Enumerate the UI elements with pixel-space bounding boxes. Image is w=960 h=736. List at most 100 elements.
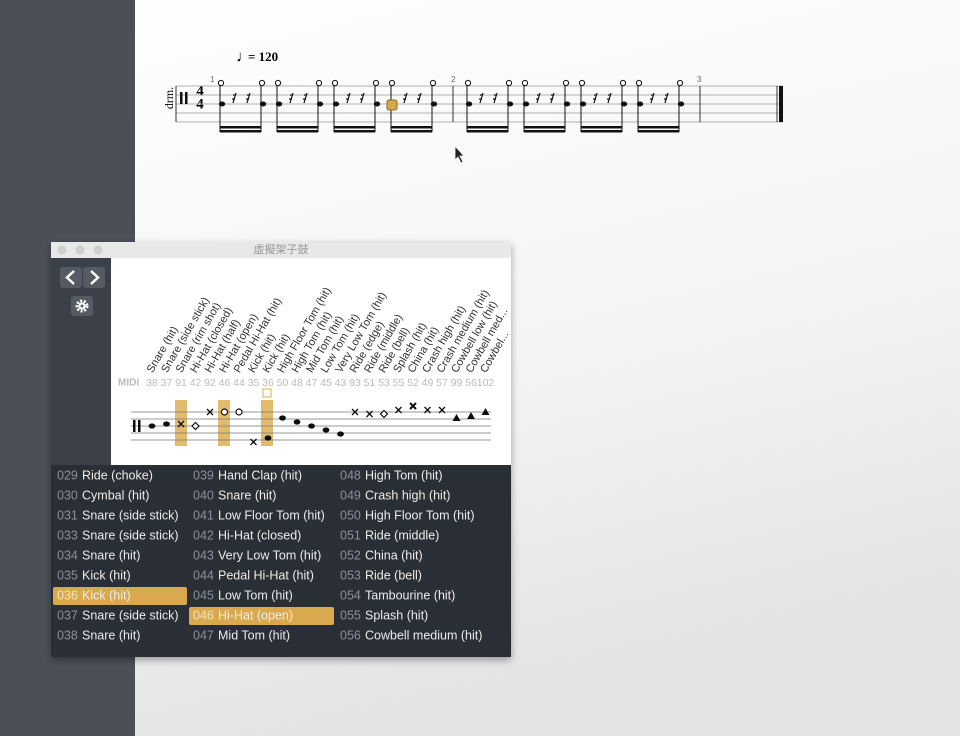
selection bbox=[386, 99, 398, 111]
sixteenth-rest bbox=[360, 92, 365, 104]
beam bbox=[220, 130, 261, 133]
score: ♩ = 120 drm. 4 4 1 2 3 bbox=[162, 49, 783, 133]
next-icon bbox=[90, 270, 100, 285]
drum-code: 053 bbox=[340, 568, 361, 582]
drum-name: Ride (bell) bbox=[365, 568, 422, 582]
beam bbox=[638, 126, 679, 129]
window-title: 虛擬架子鼓 bbox=[254, 242, 309, 256]
beam bbox=[581, 126, 622, 129]
midi-number: 99 bbox=[451, 377, 463, 389]
beam bbox=[334, 126, 375, 129]
drum-code: 039 bbox=[193, 468, 214, 482]
drum-name: High Tom (hit) bbox=[365, 468, 443, 482]
ride-note bbox=[217, 79, 225, 87]
drum-code: 052 bbox=[340, 548, 361, 562]
palette-note bbox=[467, 412, 475, 419]
mouse-cursor bbox=[454, 144, 465, 164]
ride-note bbox=[258, 79, 266, 87]
drum-list: 029 Ride (choke) 030 Cymbal (hit) 031 Snare (… bbox=[53, 468, 482, 642]
palette-note bbox=[424, 406, 431, 414]
midi-number: 50 bbox=[277, 377, 289, 389]
selected-row bbox=[53, 587, 187, 605]
note-head bbox=[677, 101, 685, 107]
beam bbox=[220, 126, 261, 129]
close-button[interactable] bbox=[57, 245, 67, 255]
midi-number: 47 bbox=[306, 377, 318, 389]
drum-code: 050 bbox=[340, 508, 361, 522]
note-head bbox=[506, 101, 514, 107]
palette-note bbox=[395, 406, 402, 414]
palette-clef bbox=[133, 420, 136, 432]
prev-icon bbox=[65, 270, 75, 285]
drum-code: 055 bbox=[340, 608, 361, 622]
ride-note bbox=[464, 79, 472, 87]
sixteenth-rest bbox=[303, 92, 308, 104]
drum-code: 043 bbox=[193, 548, 214, 562]
tempo: = 120 bbox=[248, 49, 278, 64]
quarter-note: ♩ bbox=[236, 49, 252, 66]
measure-number: 3 bbox=[697, 75, 702, 84]
sixteenth-rest bbox=[536, 92, 541, 104]
zoom-button[interactable] bbox=[93, 245, 103, 255]
palette-note bbox=[409, 402, 417, 410]
midi-number: 53 bbox=[378, 377, 390, 389]
instrument-name: drm. bbox=[162, 87, 176, 109]
sixteenth-rest bbox=[607, 92, 612, 104]
drum-code: 035 bbox=[57, 568, 78, 582]
ride-note bbox=[388, 79, 396, 87]
midi-number: 55 bbox=[393, 377, 405, 389]
midi-number: 45 bbox=[320, 377, 332, 389]
drum-name: Cowbell medium (hit) bbox=[365, 628, 482, 642]
note-head bbox=[563, 101, 571, 107]
highlight bbox=[261, 400, 273, 446]
ride-note bbox=[429, 79, 437, 87]
drum-code: 044 bbox=[193, 568, 214, 582]
minimize-button[interactable] bbox=[75, 245, 85, 255]
palette-note bbox=[366, 410, 373, 418]
selected-row bbox=[189, 607, 334, 625]
ride-note bbox=[505, 79, 513, 87]
drum-name: Hand Clap (hit) bbox=[218, 468, 302, 482]
palette-note bbox=[250, 438, 257, 446]
highlight bbox=[218, 400, 230, 446]
beam bbox=[277, 126, 318, 129]
palette-note bbox=[351, 408, 359, 416]
note-head bbox=[579, 101, 587, 107]
drum-code: 038 bbox=[57, 628, 78, 642]
drum-name: Snare (hit) bbox=[218, 488, 276, 502]
time-sig-top: 4 bbox=[196, 83, 204, 99]
drum-code: 030 bbox=[57, 488, 78, 502]
drum-code: 056 bbox=[340, 628, 361, 642]
sixteenth-rest bbox=[232, 92, 237, 104]
note-head bbox=[430, 101, 438, 107]
midi-number: 37 bbox=[161, 377, 173, 389]
drum-code: 046 bbox=[193, 608, 214, 622]
midi-number: 36 bbox=[262, 377, 274, 389]
drum-name: Hi-Hat (closed) bbox=[218, 528, 301, 542]
drum-name: Mid Tom (hit) bbox=[218, 628, 290, 642]
midi-number: 92 bbox=[204, 377, 216, 389]
palette-note bbox=[163, 421, 170, 427]
midi-number: 51 bbox=[364, 377, 376, 389]
midi-number: 46 bbox=[219, 377, 231, 389]
title-bar bbox=[51, 242, 511, 258]
sixteenth-rest bbox=[593, 92, 598, 104]
drum-code: 040 bbox=[193, 488, 214, 502]
drum-name: Very Low Tom (hit) bbox=[218, 548, 321, 562]
drum-code: 045 bbox=[193, 588, 214, 602]
midi-number: 35 bbox=[248, 377, 260, 389]
drum-name: Crash high (hit) bbox=[365, 488, 450, 502]
drum-name: Low Floor Tom (hit) bbox=[218, 508, 325, 522]
drum-code: 034 bbox=[57, 548, 78, 562]
midi-number: 44 bbox=[233, 377, 245, 389]
prev-button[interactable] bbox=[60, 267, 82, 288]
drum-code: 037 bbox=[57, 608, 78, 622]
drum-name: Kick (hit) bbox=[82, 588, 131, 602]
ride-note bbox=[274, 79, 282, 87]
ride-note bbox=[635, 79, 643, 87]
next-button[interactable] bbox=[83, 267, 105, 288]
sixteenth-rest bbox=[493, 92, 498, 104]
midi-number: 42 bbox=[190, 377, 202, 389]
drum-window: 虛擬架子鼓 MIDI Snare (hit) 38 Snare (side stic… bbox=[51, 242, 512, 657]
